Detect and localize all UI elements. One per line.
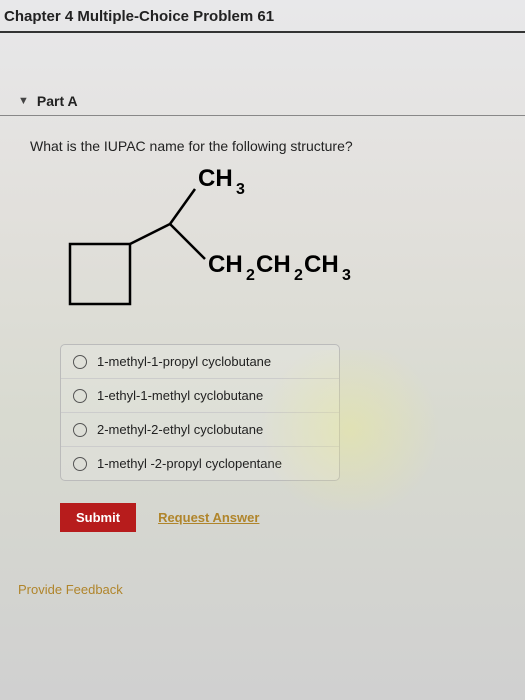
radio-icon[interactable]	[73, 389, 87, 403]
question-text: What is the IUPAC name for the following…	[0, 116, 525, 154]
svg-text:CH: CH	[198, 165, 233, 192]
svg-text:CH: CH	[256, 251, 291, 278]
svg-text:3: 3	[236, 181, 245, 198]
part-label: Part A	[37, 93, 78, 109]
option-row[interactable]: 1-methyl-1-propyl cyclobutane	[61, 345, 339, 379]
page-title: Chapter 4 Multiple-Choice Problem 61	[0, 0, 525, 33]
part-header[interactable]: ▼ Part A	[0, 93, 525, 116]
option-label: 1-methyl -2-propyl cyclopentane	[97, 456, 282, 471]
submit-button[interactable]: Submit	[60, 503, 136, 532]
svg-text:3: 3	[342, 267, 351, 284]
radio-icon[interactable]	[73, 423, 87, 437]
option-label: 1-methyl-1-propyl cyclobutane	[97, 354, 271, 369]
radio-icon[interactable]	[73, 457, 87, 471]
request-answer-link[interactable]: Request Answer	[158, 510, 259, 525]
radio-icon[interactable]	[73, 355, 87, 369]
option-row[interactable]: 1-methyl -2-propyl cyclopentane	[61, 447, 339, 480]
provide-feedback-link[interactable]: Provide Feedback	[18, 582, 525, 597]
action-row: Submit Request Answer	[60, 503, 525, 532]
svg-text:CH: CH	[208, 251, 243, 278]
option-label: 2-methyl-2-ethyl cyclobutane	[97, 422, 263, 437]
answer-options: 1-methyl-1-propyl cyclobutane 1-ethyl-1-…	[60, 344, 340, 481]
option-row[interactable]: 2-methyl-2-ethyl cyclobutane	[61, 413, 339, 447]
chemical-structure: CH 3 CH 2 CH 2 CH 3	[40, 164, 525, 334]
svg-text:2: 2	[246, 267, 255, 284]
svg-text:CH: CH	[304, 251, 339, 278]
svg-text:2: 2	[294, 267, 303, 284]
collapse-icon: ▼	[18, 95, 29, 107]
option-row[interactable]: 1-ethyl-1-methyl cyclobutane	[61, 379, 339, 413]
option-label: 1-ethyl-1-methyl cyclobutane	[97, 388, 263, 403]
